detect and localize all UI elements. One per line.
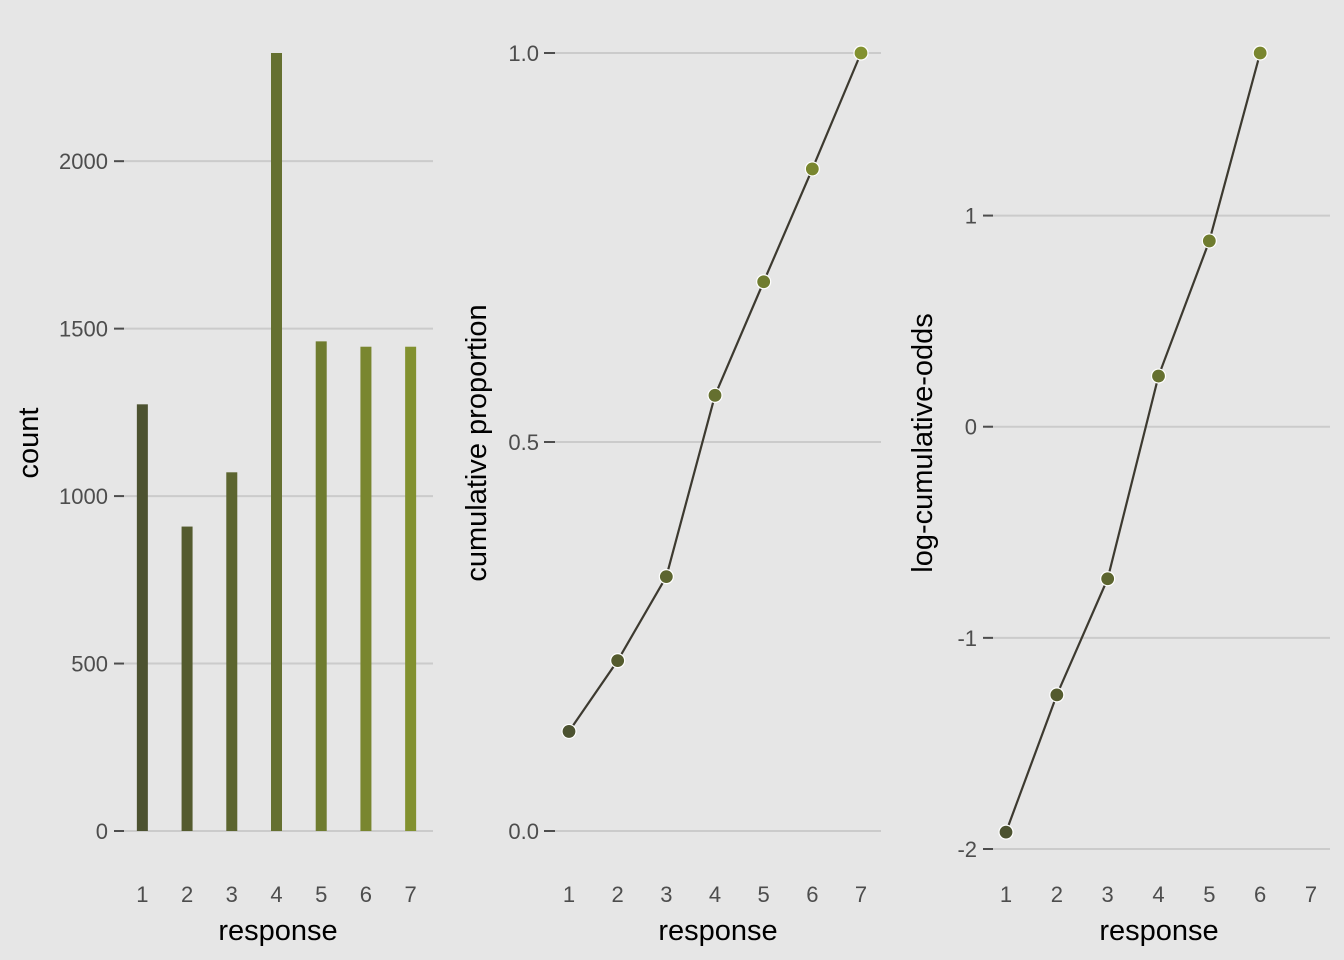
logodds-x-axis-title: response — [1099, 915, 1218, 947]
count-y-axis: 0 500 1000 1500 2000 — [59, 149, 124, 844]
x-tick-label: 5 — [315, 882, 327, 907]
data-point-response-7 — [853, 45, 869, 61]
bar-response-1 — [136, 404, 148, 831]
data-point-response-5 — [756, 274, 772, 290]
cumprop-gridlines — [549, 52, 881, 832]
logodds-y-axis-title: log-cumulative-odds — [907, 313, 939, 573]
y-tick-label: -1 — [957, 626, 977, 651]
y-tick-label: 0 — [96, 819, 108, 844]
cumprop-x-axis-title: response — [658, 915, 777, 947]
data-point-response-4 — [1150, 368, 1167, 384]
x-tick-label: 2 — [612, 882, 624, 907]
y-tick-label: 500 — [71, 652, 108, 677]
count-x-axis-title: response — [218, 915, 337, 947]
y-tick-label: 1 — [965, 204, 977, 229]
x-tick-label: 2 — [181, 882, 193, 907]
count-bars — [136, 53, 417, 831]
series-line — [1004, 52, 1262, 833]
data-point-response-3 — [1100, 571, 1116, 587]
cumprop-y-axis: 0.0 0.5 1.0 — [508, 41, 555, 844]
x-tick-label: 4 — [270, 882, 282, 907]
x-tick-label: 1 — [1000, 882, 1012, 907]
logodds-y-axis: -2 -1 0 1 — [957, 204, 993, 862]
bar-response-2 — [181, 526, 193, 831]
data-point-response-4 — [707, 387, 723, 403]
count-y-axis-title: count — [13, 408, 45, 479]
x-tick-label: 7 — [405, 882, 417, 907]
data-point-response-2 — [610, 653, 626, 669]
data-point-response-6 — [1252, 45, 1268, 61]
count-bar-chart-panel: 0 500 1000 1500 2000 1 2 3 4 5 6 7 response count — [13, 53, 433, 947]
data-point-response-2 — [1049, 687, 1065, 703]
x-tick-label: 6 — [806, 882, 818, 907]
log-cumulative-odds-panel: -2 -1 0 1 1 2 3 4 5 6 7 response log-cumulative-o… — [907, 45, 1330, 947]
x-tick-label: 1 — [563, 882, 575, 907]
bar-response-6 — [360, 346, 372, 831]
y-tick-label: 2000 — [59, 149, 108, 174]
x-tick-label: 7 — [1305, 882, 1317, 907]
cumprop-line-and-points — [561, 45, 869, 740]
y-tick-label: 1500 — [59, 317, 108, 342]
count-x-axis: 1 2 3 4 5 6 7 — [136, 882, 417, 907]
cumprop-x-axis: 1 2 3 4 5 6 7 — [563, 882, 867, 907]
x-tick-label: 3 — [226, 882, 238, 907]
x-tick-label: 4 — [709, 882, 721, 907]
data-point-response-3 — [658, 568, 674, 585]
x-tick-label: 4 — [1152, 882, 1164, 907]
x-tick-label: 6 — [1254, 882, 1266, 907]
bar-response-7 — [405, 346, 417, 831]
logodds-x-axis: 1 2 3 4 5 6 7 — [1000, 882, 1317, 907]
y-tick-label: 1000 — [59, 484, 108, 509]
data-point-response-5 — [1201, 233, 1217, 249]
data-point-response-1 — [561, 723, 577, 740]
y-tick-label: 1.0 — [508, 41, 539, 66]
y-tick-label: 0 — [965, 415, 977, 440]
x-tick-label: 5 — [1203, 882, 1215, 907]
logodds-gridlines — [987, 214, 1330, 850]
y-tick-label: 0.0 — [508, 819, 539, 844]
x-tick-label: 6 — [360, 882, 372, 907]
bar-response-3 — [226, 472, 238, 831]
cumprop-y-axis-title: cumulative proportion — [461, 304, 493, 581]
x-tick-label: 2 — [1051, 882, 1063, 907]
x-tick-label: 1 — [136, 882, 148, 907]
x-tick-label: 5 — [758, 882, 770, 907]
y-tick-label: -2 — [957, 837, 977, 862]
cumulative-proportion-panel: 0.0 0.5 1.0 1 2 3 4 5 6 7 response cumulative pr… — [461, 41, 881, 947]
x-tick-label: 7 — [855, 882, 867, 907]
y-tick-label: 0.5 — [508, 430, 539, 455]
data-point-response-1 — [998, 824, 1014, 840]
x-tick-label: 3 — [660, 882, 672, 907]
bar-response-5 — [315, 341, 327, 831]
data-point-response-6 — [804, 161, 820, 177]
x-tick-label: 3 — [1102, 882, 1114, 907]
bar-response-4 — [271, 53, 282, 831]
logodds-line-and-points — [998, 45, 1268, 840]
